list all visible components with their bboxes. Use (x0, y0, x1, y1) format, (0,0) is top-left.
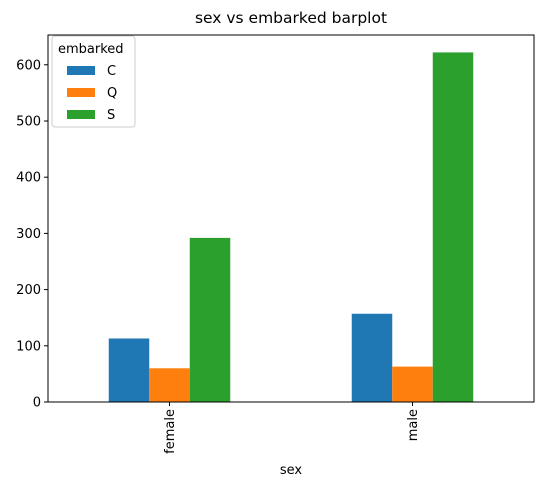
legend-swatch-Q (67, 88, 95, 97)
bars-group (108, 52, 474, 402)
x-axis: female male (163, 402, 421, 454)
legend-swatch-C (67, 66, 95, 75)
legend: embarked CQS (51, 35, 136, 128)
bar-female-S (189, 237, 231, 402)
y-tick-label: 400 (16, 171, 41, 186)
bar-male-C (351, 313, 393, 402)
y-tick-label: 500 (16, 114, 41, 129)
bar-female-C (108, 338, 150, 402)
legend-label-C: C (107, 64, 116, 79)
legend-swatch-S (67, 110, 95, 119)
axes-frame (47, 34, 535, 403)
x-tick-label-male: male (406, 409, 421, 441)
bar-male-S (432, 52, 474, 402)
y-tick-label: 600 (16, 58, 41, 73)
legend-label-Q: Q (107, 86, 117, 101)
y-tick-label: 0 (33, 396, 41, 411)
legend-title: embarked (58, 42, 124, 57)
y-axis: 0 100 200 300 400 500 600 (16, 58, 48, 411)
legend-box (51, 35, 136, 128)
x-axis-title: sex (280, 463, 303, 478)
bar-female-Q (149, 368, 190, 402)
bar-male-Q (392, 366, 433, 402)
legend-items: CQS (67, 64, 117, 123)
y-tick-label: 300 (16, 227, 41, 242)
legend-label-S: S (107, 108, 115, 123)
x-tick-label-female: female (163, 409, 178, 454)
y-tick-label: 100 (16, 339, 41, 354)
chart-title: sex vs embarked barplot (195, 9, 387, 27)
y-tick-label: 200 (16, 283, 41, 298)
